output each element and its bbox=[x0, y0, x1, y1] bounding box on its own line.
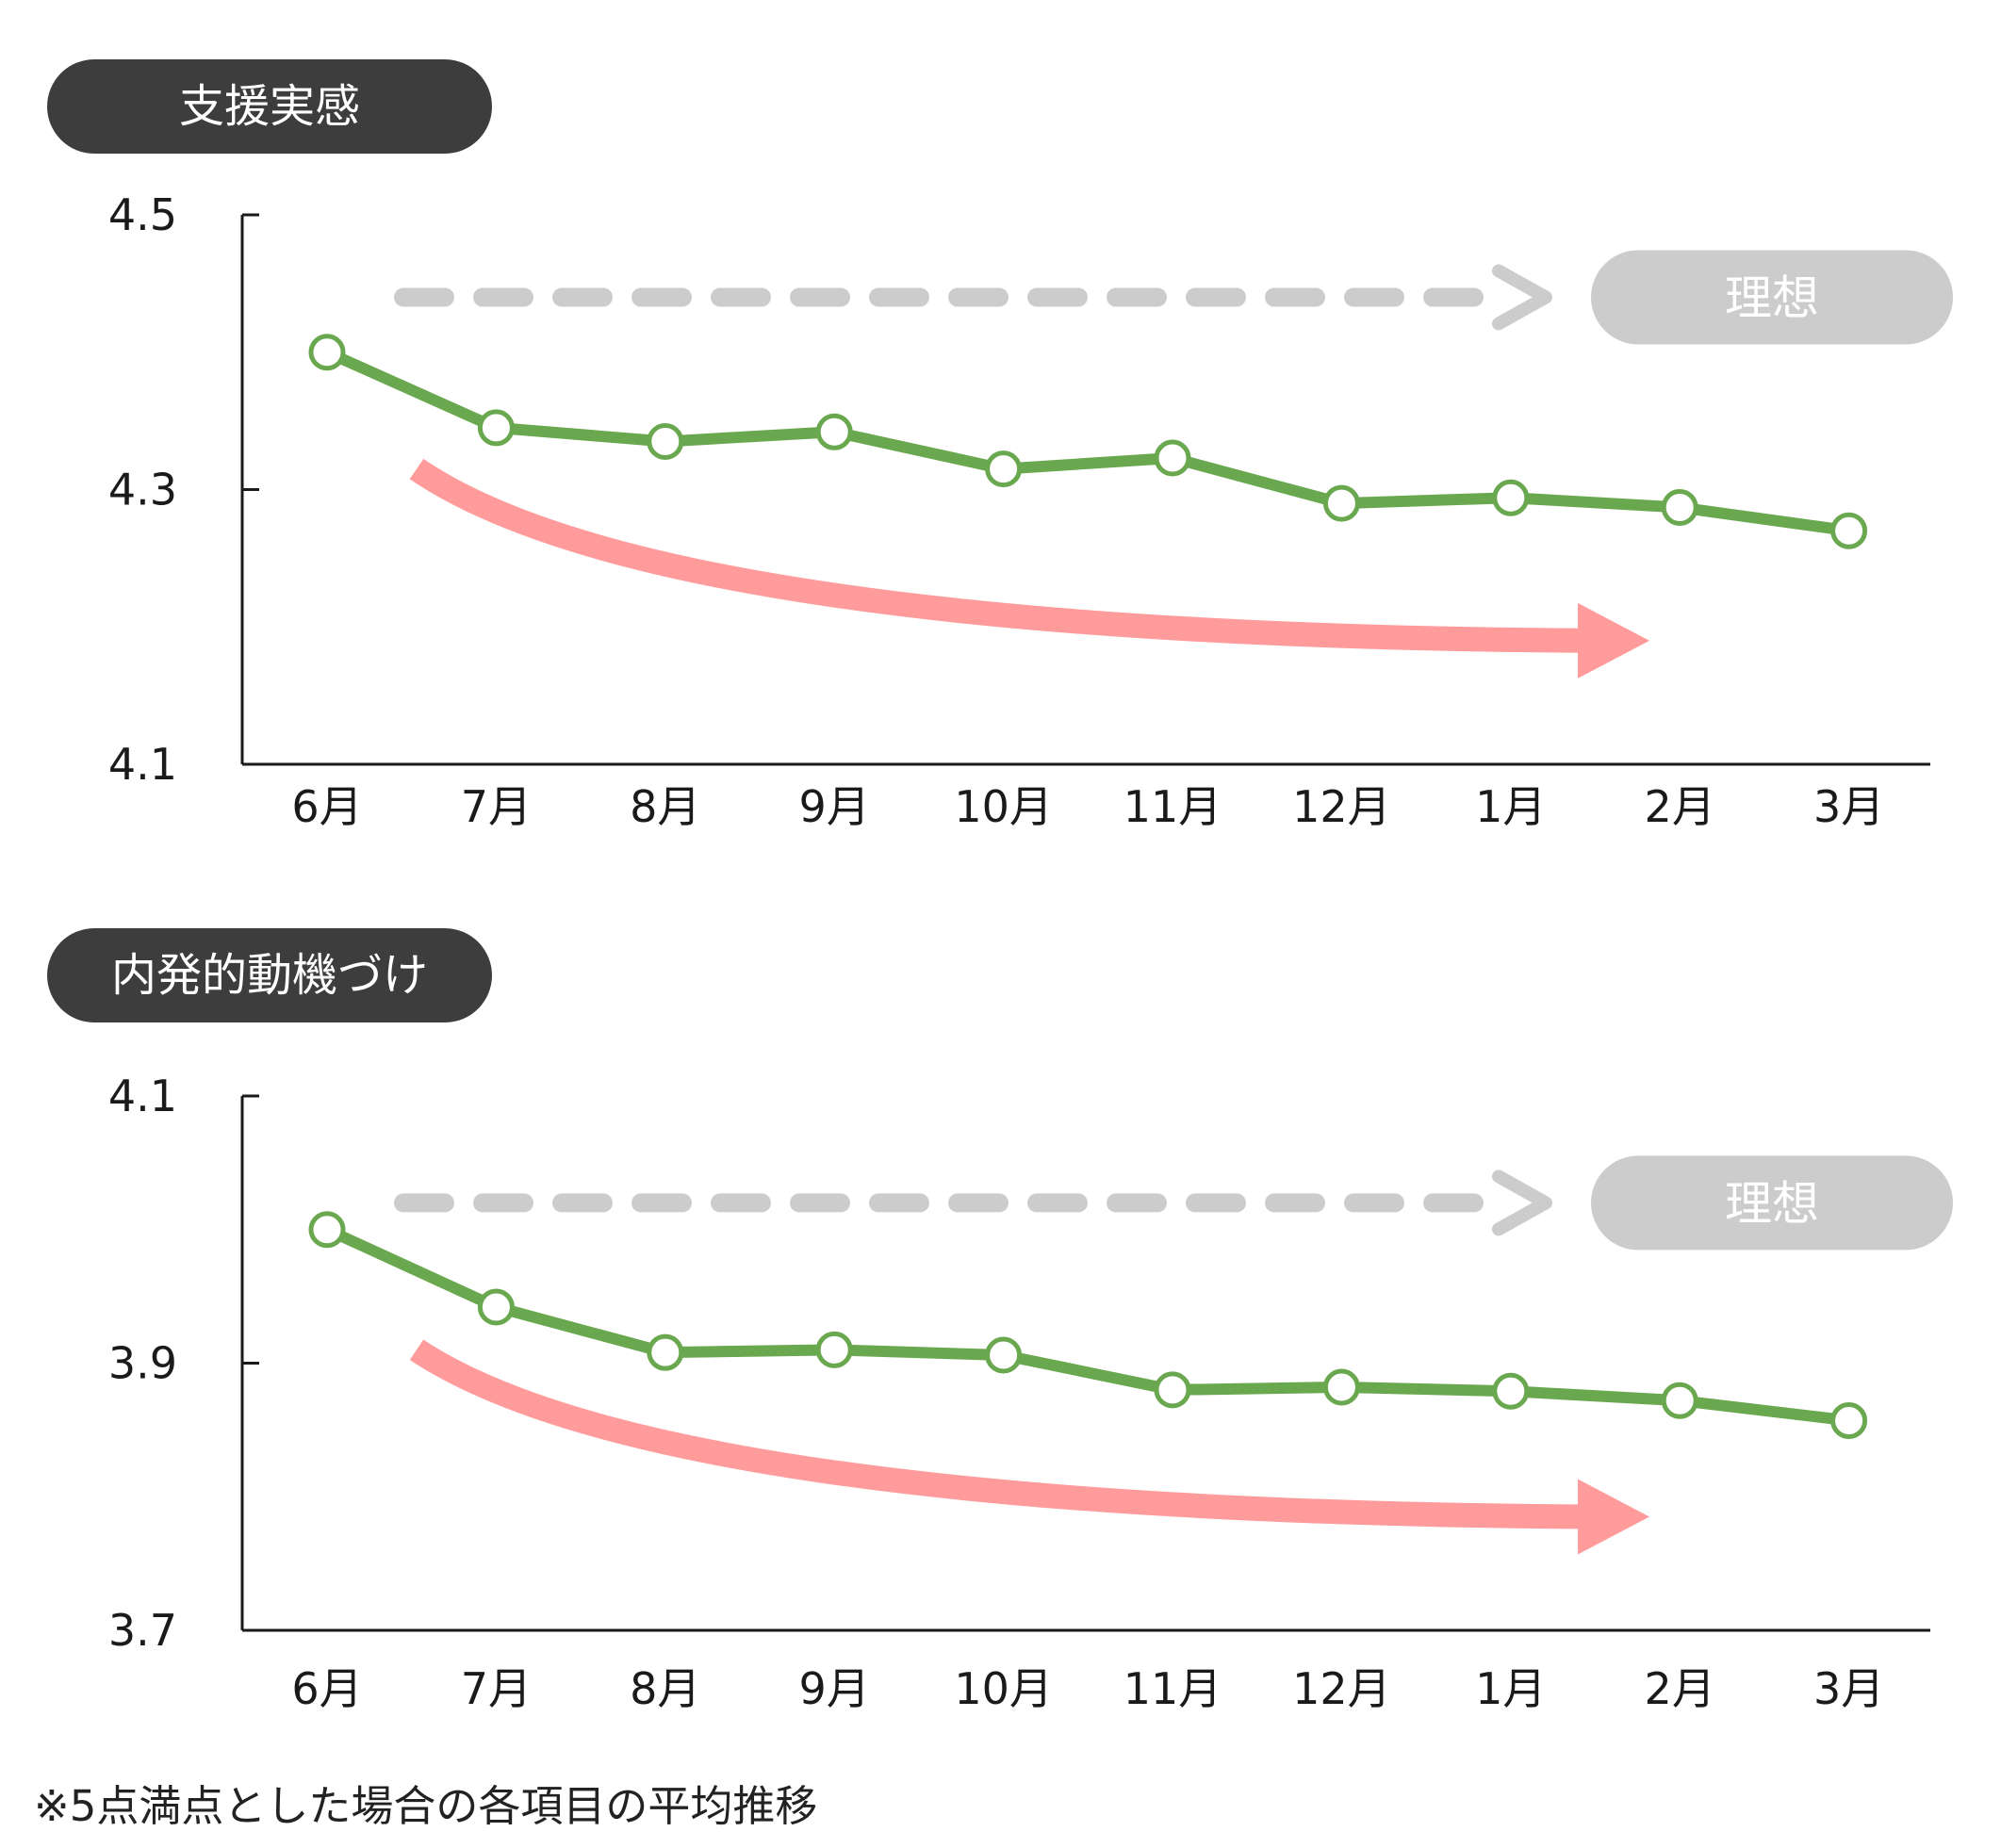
y-tick-label: 4.1 bbox=[108, 1071, 177, 1121]
x-tick-label: 6月 bbox=[291, 1663, 362, 1714]
chart-panel-2: 内発的動機づけ 4.1 3.9 3.7 6月 7月 8月 9月 10月 11月 12月 1月 2月 3月 理… bbox=[47, 928, 1953, 1714]
data-point bbox=[1154, 439, 1191, 477]
chart-title: 支援実感 bbox=[179, 80, 360, 133]
data-point bbox=[1661, 488, 1698, 526]
data-point bbox=[1661, 1382, 1698, 1419]
ideal-label: 理想 bbox=[1725, 270, 1819, 325]
x-tick-label: 3月 bbox=[1813, 781, 1884, 832]
y-tick-label: 3.9 bbox=[108, 1338, 177, 1389]
data-point bbox=[1830, 1401, 1868, 1439]
data-point bbox=[308, 334, 346, 371]
data-point bbox=[985, 450, 1023, 488]
series-line bbox=[324, 347, 1850, 537]
data-point bbox=[647, 1333, 684, 1371]
data-point bbox=[985, 1336, 1023, 1374]
x-tick-label: 11月 bbox=[1124, 1663, 1222, 1714]
trend-arrowhead bbox=[1578, 602, 1649, 679]
x-tick-label: 3月 bbox=[1813, 1663, 1884, 1714]
data-point bbox=[815, 1331, 853, 1368]
data-point bbox=[1492, 1372, 1530, 1410]
x-tick-label: 1月 bbox=[1475, 781, 1546, 832]
x-tick-label: 2月 bbox=[1645, 781, 1715, 832]
data-point bbox=[1322, 484, 1360, 522]
x-tick-label: 6月 bbox=[291, 781, 362, 832]
x-tick-label: 11月 bbox=[1124, 781, 1222, 832]
x-tick-label: 9月 bbox=[799, 1663, 870, 1714]
ideal-arrowhead bbox=[1492, 1169, 1552, 1236]
x-tick-label: 12月 bbox=[1292, 1663, 1391, 1714]
series-line bbox=[324, 1224, 1850, 1427]
y-tick-label: 3.7 bbox=[108, 1605, 177, 1656]
x-tick-label: 9月 bbox=[799, 781, 870, 832]
y-tick-label: 4.3 bbox=[108, 465, 177, 515]
trend-arrow-curve bbox=[409, 458, 1594, 653]
data-point bbox=[1322, 1368, 1360, 1406]
data-point bbox=[647, 422, 684, 460]
data-point bbox=[815, 413, 853, 450]
x-tick-label: 10月 bbox=[954, 781, 1053, 832]
ideal-arrowhead bbox=[1492, 264, 1552, 331]
x-tick-label: 7月 bbox=[461, 781, 532, 832]
data-point bbox=[1154, 1371, 1191, 1409]
ideal-pill bbox=[1591, 1155, 1953, 1251]
chart-title-pill bbox=[47, 59, 492, 154]
data-point bbox=[308, 1211, 346, 1249]
chart-title: 内発的動機づけ bbox=[111, 949, 428, 1002]
x-tick-label: 8月 bbox=[630, 1663, 700, 1714]
data-point bbox=[1492, 479, 1530, 516]
x-tick-label: 8月 bbox=[630, 781, 700, 832]
data-point bbox=[477, 409, 515, 447]
data-point bbox=[1830, 512, 1868, 549]
x-tick-label: 7月 bbox=[461, 1663, 532, 1714]
x-tick-label: 10月 bbox=[954, 1663, 1053, 1714]
chart-panel-1: 支援実感 4.5 4.3 4.1 6月 7月 8月 9月 10月 11月 12月 1月 2月 3月 理想 bbox=[47, 59, 1953, 832]
footnote: ※5点満点とした場合の各項目の平均推移 bbox=[34, 1781, 818, 1831]
x-tick-label: 1月 bbox=[1475, 1663, 1546, 1714]
y-tick-label: 4.5 bbox=[108, 189, 177, 240]
data-point bbox=[477, 1288, 515, 1326]
trend-arrowhead bbox=[1578, 1479, 1649, 1555]
y-tick-label: 4.1 bbox=[108, 739, 177, 790]
trend-arrow-curve bbox=[409, 1339, 1594, 1529]
ideal-label: 理想 bbox=[1725, 1176, 1819, 1231]
ideal-pill bbox=[1591, 250, 1953, 345]
x-tick-label: 2月 bbox=[1645, 1663, 1715, 1714]
x-tick-label: 12月 bbox=[1292, 781, 1391, 832]
chart-title-pill bbox=[47, 928, 492, 1022]
